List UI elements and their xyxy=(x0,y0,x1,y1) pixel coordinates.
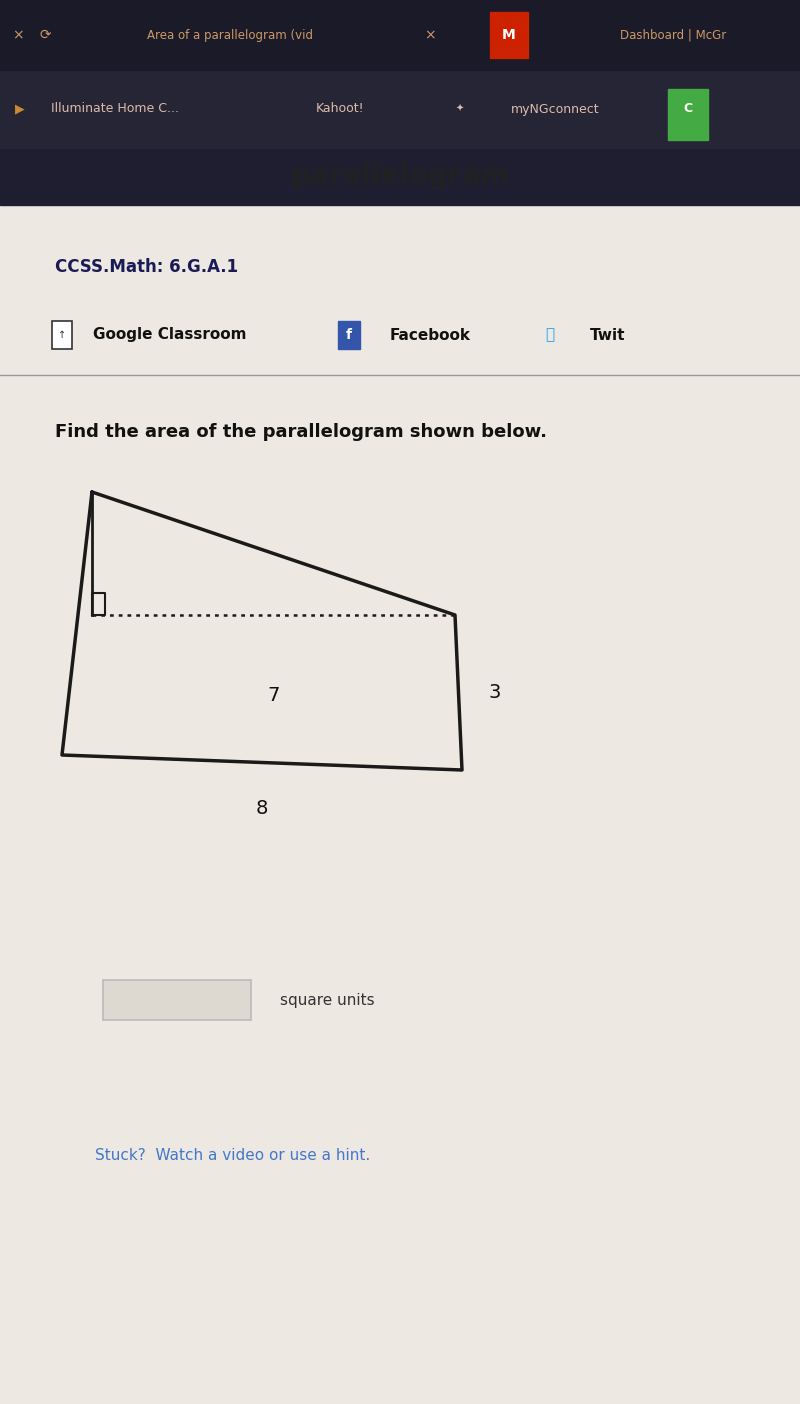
Text: C: C xyxy=(683,102,693,115)
Text: Stuck?  Watch a video or use a hint.: Stuck? Watch a video or use a hint. xyxy=(95,1147,370,1163)
Text: ▶: ▶ xyxy=(15,102,25,115)
Text: ✦: ✦ xyxy=(456,104,464,114)
Text: ↑: ↑ xyxy=(58,330,66,340)
Bar xyxy=(52,322,72,350)
Text: myNGconnect: myNGconnect xyxy=(510,102,599,115)
Bar xyxy=(103,980,251,1019)
Text: 7: 7 xyxy=(267,685,280,705)
Text: 8: 8 xyxy=(256,799,268,817)
Text: 3: 3 xyxy=(489,682,501,702)
Bar xyxy=(0,0,800,70)
Text: Facebook: Facebook xyxy=(390,327,470,343)
Text: Twit: Twit xyxy=(590,327,626,343)
Bar xyxy=(668,88,708,139)
Text: ×: × xyxy=(12,28,24,42)
Text: M: M xyxy=(502,28,516,42)
Bar xyxy=(338,322,360,350)
Bar xyxy=(490,13,528,58)
Text: 🐦: 🐦 xyxy=(546,327,554,343)
Text: Illuminate Home C...: Illuminate Home C... xyxy=(51,102,179,115)
Text: parallelogram: parallelogram xyxy=(290,163,510,191)
Text: square units: square units xyxy=(280,993,374,1008)
Text: ×: × xyxy=(424,28,436,42)
Text: Kahoot!: Kahoot! xyxy=(316,102,364,115)
Bar xyxy=(0,70,800,147)
Text: CCSS.Math: 6.G.A.1: CCSS.Math: 6.G.A.1 xyxy=(55,258,238,277)
Text: Google Classroom: Google Classroom xyxy=(94,327,246,343)
Bar xyxy=(0,205,800,1404)
Text: Find the area of the parallelogram shown below.: Find the area of the parallelogram shown… xyxy=(55,423,547,441)
Text: Dashboard | McGr: Dashboard | McGr xyxy=(620,28,726,42)
Text: f: f xyxy=(346,329,352,343)
Text: ⟳: ⟳ xyxy=(39,28,51,42)
Bar xyxy=(0,147,800,205)
Text: Area of a parallelogram (vid: Area of a parallelogram (vid xyxy=(147,28,313,42)
